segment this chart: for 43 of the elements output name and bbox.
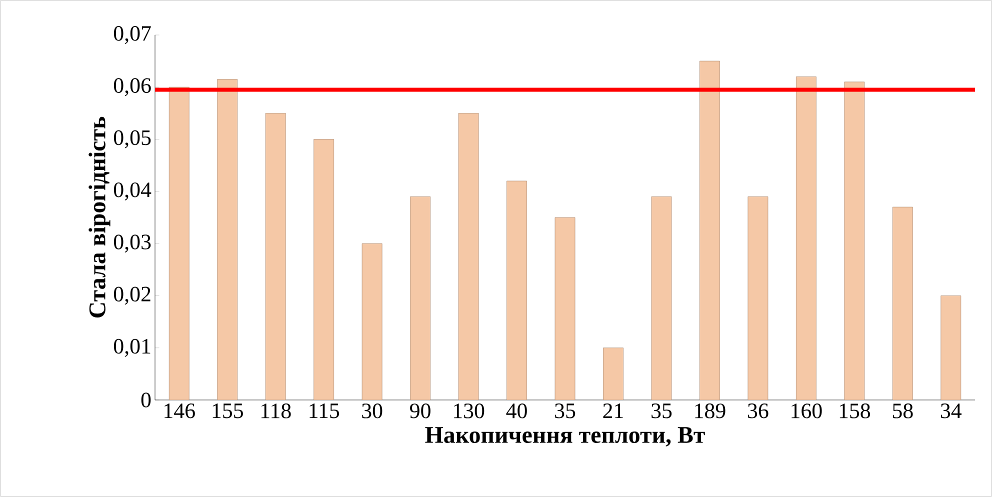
bar <box>362 243 382 400</box>
x-tick-label: 115 <box>310 404 340 418</box>
bar <box>700 60 720 400</box>
y-axis-title: Стала вірогідність <box>88 116 110 318</box>
x-tick-label: 40 <box>506 404 527 418</box>
bar <box>314 139 334 400</box>
x-tick-label: 155 <box>212 404 243 418</box>
bar <box>940 296 962 400</box>
y-tick-label: 0 <box>141 392 151 408</box>
x-tick-label: 58 <box>892 404 913 418</box>
bar <box>506 180 527 400</box>
x-tick-label: 118 <box>261 404 291 418</box>
x-tick-label: 21 <box>603 404 623 418</box>
bar <box>554 217 576 400</box>
y-tick-label: 0,02 <box>114 286 150 305</box>
x-tick-label: 146 <box>164 404 195 418</box>
x-tick-label: 30 <box>362 404 382 418</box>
bar <box>458 113 479 400</box>
x-tick-label: 158 <box>840 404 870 418</box>
bar <box>892 206 913 400</box>
x-tick-label: 189 <box>695 404 726 418</box>
bar <box>265 113 286 400</box>
y-tick-label: 0,04 <box>114 182 152 200</box>
bar <box>748 196 768 400</box>
x-tick-label: 130 <box>454 404 484 418</box>
bar <box>603 348 624 400</box>
y-tick-label: 0,01 <box>114 338 150 357</box>
bar <box>844 82 865 400</box>
y-tick-label: 0,03 <box>114 234 151 253</box>
bar <box>410 196 431 400</box>
x-tick-label: 35 <box>652 404 672 418</box>
y-tick-label: 0,06 <box>114 78 151 96</box>
x-axis-title: Накопичення теплоти, Вт <box>425 427 705 446</box>
bar <box>796 76 816 400</box>
x-tick-label: 90 <box>410 404 430 418</box>
bar <box>651 196 672 400</box>
y-tick-label: 0,05 <box>114 130 151 148</box>
x-tick-label: 35 <box>555 404 576 418</box>
x-tick-label: 36 <box>748 404 768 418</box>
y-tick-label: 0,07 <box>114 26 151 44</box>
x-tick-label: 160 <box>792 404 822 418</box>
bar <box>217 79 238 400</box>
x-tick-label: 34 <box>940 404 962 418</box>
